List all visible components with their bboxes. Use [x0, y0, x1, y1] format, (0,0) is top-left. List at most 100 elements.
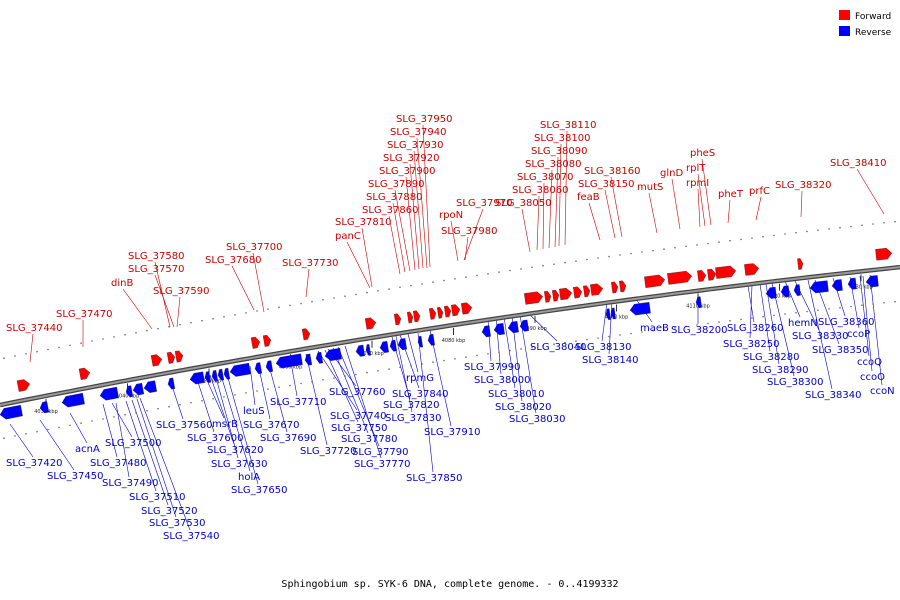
- reverse-gene-label[interactable]: SLG_37690: [260, 433, 316, 444]
- forward-gene-label[interactable]: SLG_37590: [153, 286, 209, 297]
- forward-gene-arrow[interactable]: [619, 280, 627, 293]
- reverse-gene-label[interactable]: SLG_37780: [341, 434, 397, 445]
- reverse-gene-arrow[interactable]: [397, 338, 407, 351]
- forward-gene-label[interactable]: SLG_37730: [282, 258, 338, 269]
- forward-gene-label[interactable]: SLG_37980: [441, 226, 497, 237]
- reverse-gene-arrow[interactable]: [254, 362, 263, 375]
- reverse-gene-arrow[interactable]: [304, 353, 313, 366]
- reverse-gene-label[interactable]: SLG_38030: [509, 414, 565, 425]
- forward-gene-label[interactable]: glnD: [660, 168, 683, 179]
- forward-gene-arrow[interactable]: [715, 265, 737, 279]
- reverse-gene-label[interactable]: SLG_38140: [582, 355, 638, 366]
- reverse-gene-label[interactable]: SLG_37420: [6, 458, 62, 469]
- reverse-gene-arrow[interactable]: [125, 385, 134, 398]
- forward-gene-label[interactable]: SLG_37700: [226, 242, 282, 253]
- forward-gene-label[interactable]: SLG_37880: [366, 192, 422, 203]
- reverse-gene-arrow[interactable]: [189, 371, 205, 385]
- forward-gene-arrow[interactable]: [644, 274, 666, 288]
- reverse-gene-arrow[interactable]: [132, 382, 145, 396]
- reverse-gene-label[interactable]: SLG_37620: [207, 445, 263, 456]
- reverse-gene-label[interactable]: leuS: [243, 406, 265, 417]
- reverse-gene-label[interactable]: SLG_37820: [383, 400, 439, 411]
- forward-gene-label[interactable]: SLG_38050: [495, 198, 551, 209]
- forward-gene-arrow[interactable]: [707, 268, 717, 281]
- reverse-gene-label[interactable]: acnA: [75, 444, 100, 455]
- reverse-gene-arrow[interactable]: [481, 325, 491, 338]
- reverse-gene-label[interactable]: ccoQ: [857, 357, 882, 368]
- forward-gene-arrow[interactable]: [150, 354, 163, 367]
- reverse-gene-label[interactable]: SLG_38130: [575, 342, 631, 353]
- reverse-gene-label[interactable]: SLG_38040: [530, 342, 586, 353]
- forward-gene-arrow[interactable]: [744, 263, 760, 276]
- forward-gene-label[interactable]: SLG_38090: [531, 146, 587, 157]
- forward-gene-arrow[interactable]: [16, 378, 31, 392]
- reverse-gene-label[interactable]: SLG_37510: [129, 492, 185, 503]
- reverse-gene-label[interactable]: SLG_38290: [752, 365, 808, 376]
- forward-gene-label[interactable]: SLG_38060: [512, 185, 568, 196]
- forward-gene-label[interactable]: SLG_37950: [396, 114, 452, 125]
- forward-gene-label[interactable]: SLG_37570: [128, 264, 184, 275]
- reverse-gene-label[interactable]: SLG_37650: [231, 485, 287, 496]
- reverse-gene-label[interactable]: SLG_38020: [495, 402, 551, 413]
- forward-gene-arrow[interactable]: [166, 351, 176, 364]
- forward-gene-label[interactable]: feaB: [577, 192, 600, 203]
- reverse-gene-label[interactable]: SLG_38350: [812, 345, 868, 356]
- reverse-gene-arrow[interactable]: [204, 371, 212, 383]
- reverse-gene-arrow[interactable]: [427, 333, 435, 346]
- forward-gene-arrow[interactable]: [406, 311, 414, 324]
- reverse-gene-label[interactable]: SLG_38300: [767, 377, 823, 388]
- reverse-gene-label[interactable]: SLG_37990: [464, 362, 520, 373]
- forward-gene-arrow[interactable]: [590, 283, 604, 296]
- forward-gene-label[interactable]: rpoN: [439, 210, 463, 221]
- forward-gene-arrow[interactable]: [611, 281, 619, 294]
- forward-gene-arrow[interactable]: [412, 310, 421, 323]
- forward-gene-arrow[interactable]: [544, 290, 552, 303]
- reverse-gene-arrow[interactable]: [143, 380, 157, 394]
- forward-gene-arrow[interactable]: [583, 285, 591, 298]
- reverse-gene-label[interactable]: SLG_37630: [211, 459, 267, 470]
- reverse-gene-label[interactable]: SLG_37500: [105, 438, 161, 449]
- forward-gene-arrow[interactable]: [573, 286, 583, 299]
- forward-gene-label[interactable]: SLG_38410: [830, 158, 886, 169]
- reverse-gene-arrow[interactable]: [493, 323, 505, 336]
- forward-gene-label[interactable]: SLG_37680: [205, 255, 261, 266]
- reverse-gene-label[interactable]: SLG_38330: [792, 331, 848, 342]
- forward-gene-arrow[interactable]: [250, 336, 261, 349]
- reverse-gene-label[interactable]: SLG_37520: [141, 506, 197, 517]
- reverse-gene-label[interactable]: holA: [238, 472, 260, 483]
- reverse-gene-label[interactable]: SLG_38340: [805, 390, 861, 401]
- reverse-gene-arrow[interactable]: [831, 279, 843, 292]
- forward-gene-label[interactable]: rpmI: [686, 178, 709, 189]
- reverse-gene-label[interactable]: SLG_37560: [156, 420, 212, 431]
- forward-gene-arrow[interactable]: [697, 270, 707, 282]
- reverse-gene-arrow[interactable]: [217, 368, 225, 381]
- reverse-gene-arrow[interactable]: [379, 341, 389, 353]
- forward-gene-label[interactable]: SLG_37440: [6, 323, 62, 334]
- reverse-gene-label[interactable]: ccoN: [870, 386, 895, 397]
- reverse-gene-label[interactable]: SLG_37530: [149, 518, 205, 529]
- reverse-gene-label[interactable]: SLG_38000: [474, 375, 530, 386]
- reverse-gene-arrow[interactable]: [265, 360, 274, 373]
- forward-gene-arrow[interactable]: [552, 289, 560, 302]
- forward-gene-arrow[interactable]: [524, 291, 544, 305]
- reverse-gene-arrow[interactable]: [275, 353, 303, 369]
- reverse-gene-arrow[interactable]: [167, 377, 176, 390]
- reverse-gene-arrow[interactable]: [389, 339, 397, 352]
- reverse-gene-arrow[interactable]: [315, 351, 323, 364]
- forward-gene-label[interactable]: SLG_38080: [525, 159, 581, 170]
- reverse-gene-arrow[interactable]: [324, 347, 342, 361]
- reverse-gene-arrow[interactable]: [865, 275, 879, 288]
- reverse-gene-arrow[interactable]: [355, 344, 365, 357]
- forward-gene-arrow[interactable]: [450, 304, 461, 317]
- forward-gene-label[interactable]: SLG_38100: [534, 133, 590, 144]
- reverse-gene-label[interactable]: SLG_37910: [424, 427, 480, 438]
- reverse-gene-label[interactable]: ccoO: [860, 372, 885, 383]
- reverse-gene-label[interactable]: SLG_38360: [818, 317, 874, 328]
- reverse-gene-arrow[interactable]: [211, 370, 219, 382]
- reverse-gene-label[interactable]: SLG_37450: [47, 471, 103, 482]
- forward-gene-arrow[interactable]: [461, 302, 473, 315]
- forward-gene-label[interactable]: SLG_38160: [584, 166, 640, 177]
- reverse-gene-label[interactable]: ccoP: [847, 329, 870, 340]
- forward-gene-arrow[interactable]: [262, 334, 272, 347]
- reverse-gene-label[interactable]: SLG_37790: [352, 447, 408, 458]
